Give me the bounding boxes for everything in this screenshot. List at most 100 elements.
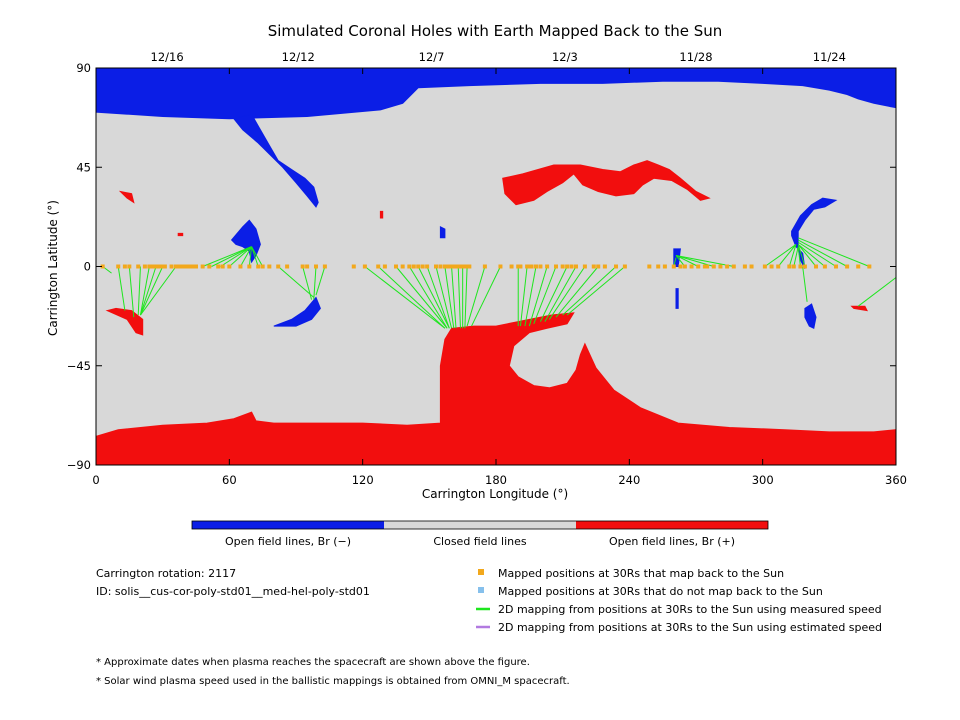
mapped-position-104: [742, 264, 747, 269]
chart-title: Simulated Coronal Holes with Earth Mappe…: [268, 22, 723, 40]
mapping-line-measured-58: [797, 241, 837, 267]
mapped-position-49: [416, 264, 421, 269]
legend-item-label: Mapped positions at 30Rs that do not map…: [498, 585, 823, 598]
mapped-position-94: [678, 264, 683, 269]
mapped-position-112: [802, 264, 807, 269]
mapped-position-20: [185, 264, 190, 269]
date-tick-label: 11/24: [813, 50, 846, 64]
mapped-position-47: [407, 264, 412, 269]
mapped-position-39: [314, 264, 318, 269]
mapped-position-16: [176, 264, 181, 269]
y-tick-label: 90: [76, 61, 91, 75]
mapped-position-100: [711, 264, 716, 269]
plot-area: [95, 67, 897, 466]
mapping-line-measured-59: [797, 239, 848, 267]
legend-item-label: 2D mapping from positions at 30Rs to the…: [498, 603, 882, 616]
mapped-position-89: [622, 264, 627, 269]
mapped-position-92: [662, 264, 667, 269]
footnote: * Approximate dates when plasma reaches …: [96, 657, 530, 668]
mapped-position-64: [460, 264, 465, 269]
mapping-line-measured-33: [471, 266, 501, 327]
mapped-position-110: [791, 264, 796, 269]
negative-coronal-hole-0: [95, 67, 897, 120]
mapped-position-22: [189, 264, 194, 269]
mapped-position-91: [656, 264, 661, 269]
mapped-position-12: [160, 264, 165, 269]
mapped-position-74: [527, 264, 532, 269]
mapped-position-34: [267, 264, 272, 269]
mapping-line-measured-41: [548, 266, 586, 320]
mapping-line-measured-44: [566, 266, 626, 316]
mapped-position-45: [394, 264, 398, 269]
mapped-position-11: [158, 264, 163, 269]
mapped-position-98: [702, 264, 707, 269]
mapped-position-71: [516, 264, 521, 269]
mapped-positions: [100, 264, 872, 269]
mapped-position-2: [122, 264, 127, 269]
mapped-position-4: [136, 264, 141, 269]
mapped-position-27: [216, 264, 221, 269]
mapping-lines: [102, 237, 897, 329]
mapped-position-106: [762, 264, 767, 269]
mapping-line-measured-24: [417, 266, 450, 329]
mapped-position-59: [451, 264, 456, 269]
mapped-position-79: [554, 264, 558, 269]
mapped-position-18: [180, 264, 185, 269]
date-tick-label: 12/7: [419, 50, 445, 64]
mapping-line-measured-49: [675, 254, 734, 267]
mapping-line-measured-38: [533, 266, 557, 325]
mapping-line-measured-47: [675, 255, 699, 267]
mapped-position-102: [725, 264, 730, 269]
model-id: ID: solis__cus-cor-poly-std01__med-hel-p…: [96, 585, 370, 598]
mapped-position-42: [362, 264, 367, 269]
mapping-line-measured-42: [555, 266, 599, 318]
mapped-position-28: [220, 264, 225, 269]
mapping-line-measured-50: [764, 244, 797, 267]
mapped-position-52: [434, 264, 438, 269]
mapping-line-measured-26: [435, 266, 453, 329]
mapped-position-68: [482, 264, 487, 269]
mapped-position-29: [227, 264, 232, 269]
mapped-position-97: [696, 264, 701, 269]
mapping-line-measured-7: [140, 266, 177, 316]
mapping-line-measured-52: [788, 244, 797, 267]
mapping-line-measured-25: [426, 266, 450, 329]
positive-coronal-hole-14: [379, 210, 384, 219]
x-tick-label: 180: [485, 473, 507, 487]
mapped-position-26: [207, 264, 212, 269]
mapping-line-measured-36: [524, 266, 537, 327]
mapping-line-measured-31: [464, 266, 468, 329]
mapped-position-31: [247, 264, 252, 269]
y-tick-label: 45: [76, 160, 91, 174]
mapped-position-105: [749, 264, 754, 269]
mapping-line-measured-27: [444, 266, 455, 329]
mapped-position-5: [142, 264, 147, 269]
x-tick-label: 300: [752, 473, 774, 487]
mapped-position-118: [867, 264, 872, 269]
mapped-position-107: [769, 264, 774, 269]
mapping-line-measured-51: [777, 244, 797, 267]
mapping-line-measured-6: [139, 266, 164, 316]
footnotes: * Approximate dates when plasma reaches …: [96, 657, 570, 687]
negative-coronal-hole-7: [439, 225, 446, 239]
mapped-position-82: [569, 264, 574, 269]
mapping-line-measured-14: [251, 246, 259, 267]
mapping-line-measured-21: [377, 266, 446, 329]
mapping-line-measured-13: [248, 246, 253, 267]
mapping-legend: Mapped positions at 30Rs that map back t…: [476, 567, 882, 634]
negative-coronal-hole-4: [791, 197, 838, 269]
mapped-position-24: [194, 264, 198, 269]
legend-item-label: 2D mapping from positions at 30Rs to the…: [498, 621, 882, 634]
y-tick-label: −45: [67, 359, 91, 373]
mapping-line-measured-62: [857, 277, 897, 307]
mapped-position-63: [458, 264, 463, 269]
mapped-position-9: [154, 264, 158, 269]
negative-coronal-hole-8: [675, 288, 679, 309]
legend-bar-label: Open field lines, Br (+): [609, 535, 735, 548]
mapped-position-99: [705, 264, 710, 269]
mapped-position-77: [538, 264, 543, 269]
mapped-position-96: [689, 264, 694, 269]
mapped-position-81: [565, 264, 570, 269]
x-tick-label: 120: [352, 473, 374, 487]
mapped-position-70: [509, 264, 514, 269]
